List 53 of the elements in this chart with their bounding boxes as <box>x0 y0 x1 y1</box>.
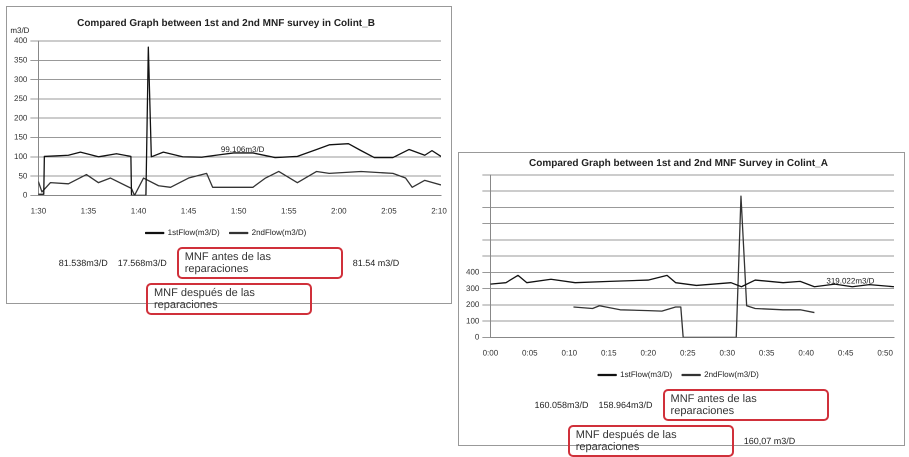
x-tick-label: 1:30 <box>30 206 47 216</box>
y-tick-label: 50 <box>18 171 28 180</box>
text: 17.568m3/D <box>118 258 167 268</box>
x-tick-label: 0:10 <box>562 348 578 358</box>
text: 81.54 m3/D <box>352 258 400 268</box>
y-tick-label: 200 <box>466 300 480 310</box>
y-tick-label: 250 <box>14 94 28 104</box>
y-tick-label: 300 <box>14 74 28 84</box>
legend-label: 2ndFlow(m3/D) <box>704 370 760 380</box>
x-tick-label: 2:00 <box>331 206 348 216</box>
x-tick-label: 2:10 <box>431 206 448 216</box>
x-tick-label: 0:20 <box>640 348 657 358</box>
x-tick-label: 2:05 <box>381 206 398 216</box>
y-tick-label: 100 <box>14 152 28 162</box>
x-tick-label: 0:25 <box>680 348 696 358</box>
x-tick-label: 0:30 <box>719 348 736 358</box>
text: MNF después de las reparaciones <box>568 425 734 457</box>
y-tick-label: 100 <box>466 316 480 326</box>
x-tick-label: 1:45 <box>180 206 197 216</box>
x-tick-label: 0:35 <box>758 348 776 358</box>
legend-label: 2ndFlow(m3/D) <box>252 228 307 238</box>
y-tick-label: 400 <box>14 36 28 46</box>
text: MNF antes de las reparaciones <box>176 247 343 279</box>
x-tick-label: 1:50 <box>230 206 247 216</box>
y-tick-label: 400 <box>466 268 480 277</box>
x-tick-label: 0:00 <box>482 348 499 358</box>
x-tick-label: 0:45 <box>838 348 854 358</box>
text: MNF antes de las reparaciones <box>662 389 829 421</box>
y-tick-label: 0 <box>22 190 28 200</box>
y-tick-label: 350 <box>14 56 28 65</box>
x-tick-label: 1:55 <box>280 206 298 216</box>
legend-label: 1stFlow(m3/D) <box>168 228 220 238</box>
y-tick-label: 150 <box>14 132 28 142</box>
legend-label: 1stFlow(m3/D) <box>620 370 672 380</box>
x-tick-label: 0:50 <box>877 348 894 358</box>
text: 160.058m3/D <box>534 400 588 410</box>
x-tick-label: 1:35 <box>80 206 97 216</box>
text: 158.964m3/D <box>598 400 653 410</box>
annotation: 99.106m3/D <box>220 145 265 154</box>
text: MNF después de las reparaciones <box>146 283 312 315</box>
x-tick-label: 0:40 <box>798 348 815 358</box>
y-axis-title: m3/D <box>10 26 30 36</box>
x-tick-label: 0:15 <box>601 348 618 358</box>
chart-title: Compared Graph between 1st and 2nd MNF Survey in Colint_A <box>529 158 828 169</box>
x-tick-label: 0:05 <box>522 348 538 358</box>
annotation: 319.022m3/D <box>826 276 875 286</box>
y-tick-label: 300 <box>466 284 480 293</box>
text: 81.538m3/D <box>58 258 108 268</box>
y-tick-label: 200 <box>14 113 28 122</box>
chart-title: Compared Graph between 1st and 2nd MNF survey in Colint_B <box>77 18 375 29</box>
y-tick-label: 0 <box>474 332 480 342</box>
x-tick-label: 1:40 <box>130 206 147 216</box>
text: 160,07 m3/D <box>744 436 796 446</box>
